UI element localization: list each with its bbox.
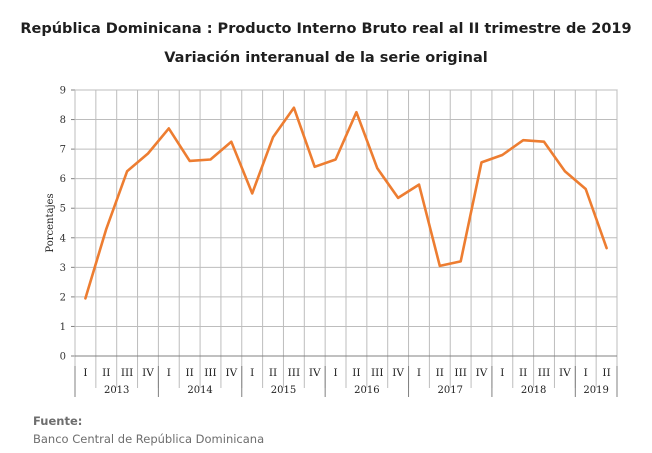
y-tick-label: 6 xyxy=(60,174,66,185)
y-tick-label: 7 xyxy=(60,145,66,156)
y-tick-label: 9 xyxy=(60,86,66,97)
chart-subtitle: Variación interanual de la serie origina… xyxy=(164,50,488,66)
x-tick-label-quarter: I xyxy=(167,367,171,379)
y-tick-label: 8 xyxy=(60,115,66,126)
series-line xyxy=(84,106,608,300)
y-tick-label: 1 xyxy=(60,322,66,333)
x-tick-label-year: 2019 xyxy=(583,385,608,396)
y-tick-label: 2 xyxy=(60,292,66,303)
source-text: Banco Central de República Dominicana xyxy=(33,432,265,446)
x-tick-label-quarter: I xyxy=(500,367,504,379)
x-tick-label-quarter: I xyxy=(250,367,254,379)
y-tick-label: 4 xyxy=(60,233,66,244)
x-tick-label-year: 2017 xyxy=(438,385,463,396)
x-tick-label-quarter: II xyxy=(602,367,610,379)
x-tick-label-quarter: IV xyxy=(225,367,237,379)
x-tick-label-quarter: III xyxy=(121,367,133,379)
x-tick-label-quarter: IV xyxy=(392,367,404,379)
x-tick-label-quarter: II xyxy=(186,367,194,379)
x-tick-label-year: 2014 xyxy=(187,385,212,396)
y-tick-label: 3 xyxy=(60,263,66,274)
y-tick-label: 5 xyxy=(60,204,66,215)
x-tick-label-quarter: I xyxy=(584,367,588,379)
x-tick-label-quarter: IV xyxy=(309,367,321,379)
x-tick-label-quarter: II xyxy=(436,367,444,379)
x-tick-label-year: 2016 xyxy=(354,385,379,396)
x-tick-label-quarter: I xyxy=(417,367,421,379)
x-tick-label-quarter: I xyxy=(83,367,87,379)
chart-title: República Dominicana : Producto Interno … xyxy=(20,21,632,37)
x-tick-label-quarter: III xyxy=(371,367,383,379)
y-tick-label: 0 xyxy=(60,352,66,363)
x-tick-label-year: 2013 xyxy=(104,385,129,396)
x-tick-label-quarter: II xyxy=(352,367,360,379)
x-tick-label-quarter: II xyxy=(269,367,277,379)
x-tick-label-quarter: IV xyxy=(476,367,488,379)
x-tick-label-quarter: III xyxy=(538,367,550,379)
x-tick-label-year: 2018 xyxy=(521,385,546,396)
x-tick-label-quarter: IV xyxy=(142,367,154,379)
x-tick-label-quarter: II xyxy=(102,367,110,379)
x-tick-label-quarter: I xyxy=(333,367,337,379)
x-tick-label-year: 2015 xyxy=(271,385,296,396)
y-axis-title: Porcentajes xyxy=(45,193,56,252)
x-tick-label-quarter: IV xyxy=(559,367,571,379)
x-tick-label-quarter: III xyxy=(288,367,300,379)
x-tick-label-quarter: III xyxy=(454,367,466,379)
x-tick-label-quarter: III xyxy=(204,367,216,379)
source-label: Fuente: xyxy=(33,414,83,428)
x-tick-label-quarter: II xyxy=(519,367,527,379)
